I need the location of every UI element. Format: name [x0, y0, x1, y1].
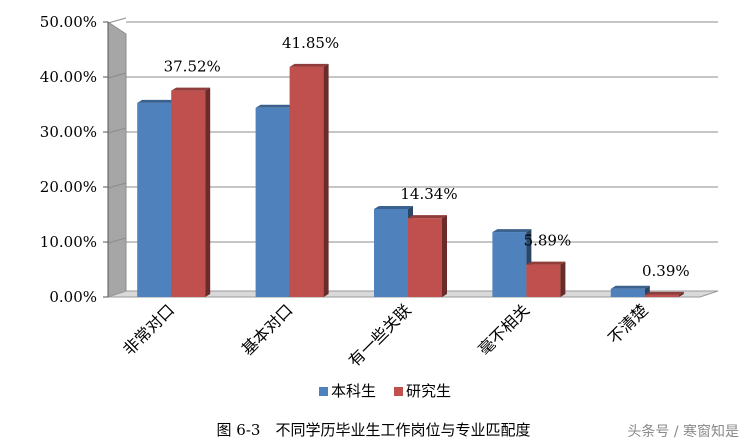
- x-tick-label: 毫不相关: [475, 300, 534, 359]
- x-axis-ticks: 非常对口 基本对口 有一些关联 毫不相关 不清楚: [119, 300, 651, 370]
- y-tick-label: 0.00%: [49, 288, 97, 306]
- gridline-side: [107, 72, 127, 79]
- data-label: 41.85%: [282, 34, 339, 52]
- legend-label: 本科生: [331, 382, 376, 400]
- side-wall: [107, 21, 127, 298]
- bar-chart: 0.00% 10.00% 20.00% 30.00% 40.00% 50.00% 37.5…: [40, 13, 719, 400]
- bar: [526, 261, 566, 297]
- bar: [374, 206, 413, 297]
- gridline-side: [107, 182, 127, 189]
- gridline-side: [107, 17, 127, 24]
- data-labels: 37.52% 41.85% 14.34% 5.89% 0.39%: [164, 34, 690, 280]
- x-tick-label: 不清楚: [604, 300, 651, 347]
- bar: [289, 63, 329, 298]
- data-label: 14.34%: [400, 185, 457, 203]
- bar: [408, 215, 447, 297]
- x-tick-label: 有一些关联: [345, 300, 415, 370]
- y-tick-label: 40.00%: [40, 68, 97, 86]
- y-tick-label: 50.00%: [40, 13, 97, 31]
- watermark: 头条号 / 寒窗知是: [627, 424, 739, 440]
- bar: [171, 87, 211, 297]
- legend-swatch: [319, 387, 328, 396]
- legend-swatch: [394, 387, 403, 396]
- gridline-side: [107, 127, 127, 134]
- x-tick-label: 非常对口: [119, 300, 178, 359]
- legend: 本科生 研究生: [319, 382, 451, 400]
- data-label: 0.39%: [642, 262, 690, 280]
- figure-caption: 图 6-3 不同学历毕业生工作岗位与专业匹配度: [216, 421, 531, 439]
- y-tick-label: 10.00%: [40, 233, 97, 251]
- bar: [137, 99, 177, 297]
- gridlines: [107, 17, 718, 244]
- gridline-side: [107, 237, 127, 244]
- bar: [644, 291, 684, 297]
- bar: [610, 285, 650, 297]
- data-label: 5.89%: [524, 232, 572, 250]
- x-tick-label: 基本对口: [238, 300, 297, 359]
- y-axis-ticks: 0.00% 10.00% 20.00% 30.00% 40.00% 50.00%: [40, 13, 109, 306]
- y-tick-label: 30.00%: [40, 123, 97, 141]
- data-label: 37.52%: [164, 58, 221, 76]
- bars: [137, 63, 684, 298]
- legend-label: 研究生: [406, 382, 451, 400]
- y-tick-label: 20.00%: [40, 178, 97, 196]
- bar: [255, 104, 295, 297]
